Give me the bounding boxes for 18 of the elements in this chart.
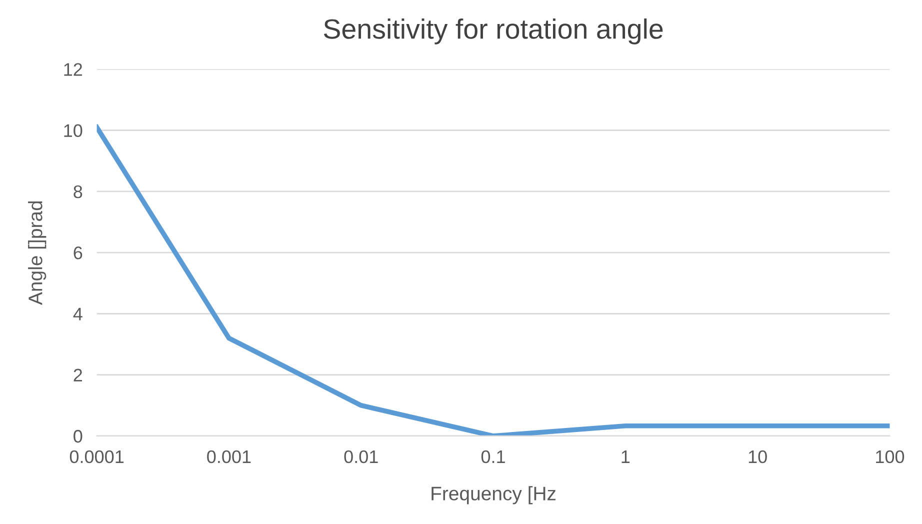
y-tick-label: 4 — [73, 308, 82, 320]
x-axis-title: Frequency [Hz — [432, 486, 556, 504]
x-tick-label: 0.1 — [481, 450, 505, 464]
y-tick-label: 0 — [74, 430, 82, 443]
y-tick-label: 10 — [64, 124, 82, 138]
x-tick-label: 0.01 — [344, 450, 378, 464]
chart-title: Sensitivity for rotation angle — [324, 18, 663, 44]
x-tick-label: 10 — [748, 450, 767, 464]
y-tick-label: 8 — [74, 185, 82, 198]
y-tick-label: 6 — [74, 246, 82, 260]
x-tick-label: 0.0001 — [70, 450, 124, 464]
line-series — [96, 124, 890, 436]
x-tick-label: 100 — [876, 450, 904, 464]
y-tick-label: 12 — [64, 63, 82, 76]
x-tick-label: 1 — [622, 450, 630, 463]
x-tick-label: 0.001 — [207, 450, 251, 464]
y-tick-label: 2 — [74, 368, 82, 382]
y-axis-title: Angle []prad — [28, 201, 46, 305]
